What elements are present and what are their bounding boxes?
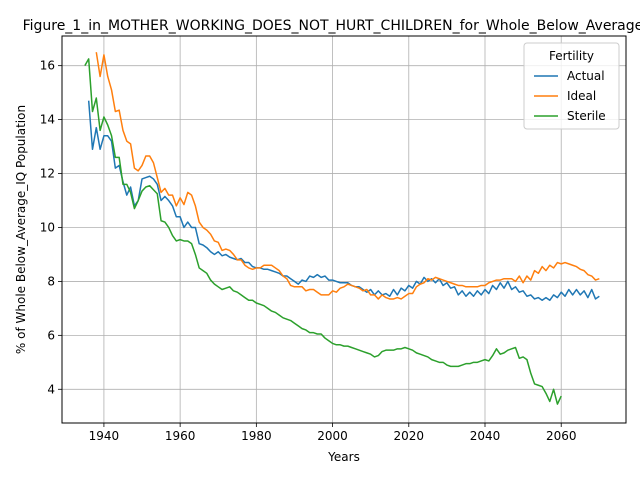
x-axis-label: Years <box>327 450 360 464</box>
chart-title: Figure_1_in_MOTHER_WORKING_DOES_NOT_HURT… <box>23 18 640 34</box>
y-tick-label: 8 <box>47 274 55 288</box>
x-tick-label: 2000 <box>317 429 348 443</box>
x-tick-label: 1980 <box>241 429 272 443</box>
legend: Fertility Actual Ideal Sterile <box>523 42 620 130</box>
legend-box <box>523 42 620 130</box>
y-tick-label: 10 <box>40 220 55 234</box>
y-tick-label: 14 <box>40 113 55 127</box>
y-axis-ticks: 4 6 8 10 12 14 16 <box>40 59 62 396</box>
legend-label-actual: Actual <box>567 69 605 83</box>
x-tick-label: 2060 <box>546 429 577 443</box>
legend-label-sterile: Sterile <box>567 109 606 123</box>
plot-frame <box>61 35 627 424</box>
y-axis-label: % of Whole Below_Average_IQ Population <box>14 105 28 354</box>
x-axis-ticks: 1940 1960 1980 2000 2020 2040 2060 <box>89 423 577 443</box>
x-tick-label: 2020 <box>394 429 425 443</box>
x-tick-label: 1940 <box>89 429 120 443</box>
y-tick-label: 6 <box>47 328 55 342</box>
series-line-sterile <box>84 58 562 405</box>
x-tick-label: 2040 <box>470 429 501 443</box>
legend-title: Fertility <box>549 49 594 63</box>
grid <box>62 36 626 423</box>
y-tick-label: 16 <box>40 59 55 73</box>
y-tick-label: 4 <box>47 382 55 396</box>
series-lines <box>84 52 600 405</box>
x-tick-label: 1960 <box>165 429 196 443</box>
series-line-ideal <box>95 52 600 300</box>
legend-label-ideal: Ideal <box>567 89 596 103</box>
series-line-actual <box>87 100 600 302</box>
y-tick-label: 12 <box>40 167 55 181</box>
